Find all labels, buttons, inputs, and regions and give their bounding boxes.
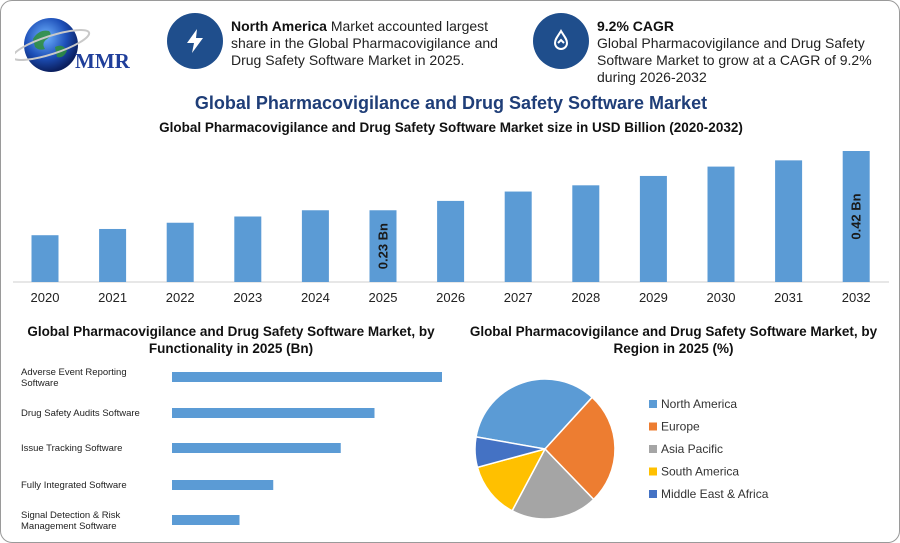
hbar-2	[172, 408, 375, 418]
pie-slice-3	[511, 447, 595, 520]
hbar-category-label: Signal Detection & Risk	[21, 510, 121, 521]
legend-label: Europe	[661, 420, 700, 434]
hbar-category-label: Management Software	[21, 521, 117, 532]
x-tick-label: 2023	[233, 290, 262, 305]
legend-label: Middle East & Africa	[661, 487, 769, 501]
globe-icon	[24, 18, 78, 72]
pie-slice-5	[474, 435, 546, 469]
pie-slice-2	[543, 396, 616, 501]
bar-2026	[437, 200, 465, 282]
bar-chart-title: Global Pharmacovigilance and Drug Safety…	[159, 120, 743, 135]
market-size-bar-chart: 2020 2021 2022 2023 2024 2025 2026 2027 2028 2029…	[13, 151, 889, 305]
main-title: Global Pharmacovigilance and Drug Safety…	[194, 93, 708, 113]
info-cagr: 9.2% CAGR Global Pharmacovigilance and D…	[597, 18, 887, 86]
bar-2024	[301, 210, 329, 282]
logo-text: MMR	[75, 49, 131, 73]
region-chart-title: Global Pharmacovigilance and Drug Safety…	[469, 324, 878, 356]
bar-2027	[504, 191, 532, 282]
legend-swatch	[649, 422, 657, 431]
x-tick-label: 2024	[301, 290, 330, 305]
hbar-1	[172, 372, 442, 382]
bar-2023	[234, 216, 262, 282]
bar-2022	[166, 222, 194, 282]
x-tick-label: 2028	[571, 290, 600, 305]
x-tick-label: 2025	[369, 290, 398, 305]
x-tick-label: 2026	[436, 290, 465, 305]
bar-2031	[775, 160, 803, 282]
bar-data-label: 0.42 Bn	[849, 193, 864, 239]
x-tick-label: 2031	[774, 290, 803, 305]
hbar-category-label: Issue Tracking Software	[21, 443, 122, 454]
lightning-icon	[167, 13, 223, 69]
hbar-4	[172, 480, 274, 490]
x-tick-label: 2027	[504, 290, 533, 305]
x-tick-label: 2021	[98, 290, 127, 305]
bar-2028	[572, 185, 600, 282]
pie-slice-1	[475, 378, 594, 450]
x-tick-label: 2032	[842, 290, 871, 305]
bar-2021	[99, 228, 127, 282]
pie-slice-4	[476, 447, 547, 512]
hbar-category-label: Software	[21, 378, 59, 389]
info-north-america: North America Market accounted largest s…	[231, 18, 506, 69]
bar-2032	[842, 151, 870, 282]
legend-label: Asia Pacific	[661, 442, 723, 456]
info-text-cagr: Global Pharmacovigilance and Drug Safety…	[597, 35, 872, 85]
x-tick-label: 2020	[31, 290, 60, 305]
legend-label: North America	[661, 397, 737, 411]
info-text-region: Market accounted largest share in the Gl…	[231, 18, 498, 68]
growth-icon	[533, 13, 589, 69]
hbar-category-label: Fully Integrated Software	[21, 480, 127, 491]
legend-swatch	[649, 467, 657, 476]
hbar-5	[172, 515, 240, 525]
functionality-chart-title: Global Pharmacovigilance and Drug Safety…	[27, 324, 435, 356]
legend-label: South America	[661, 465, 739, 479]
bar-2030	[707, 166, 735, 282]
info-highlight-cagr: 9.2% CAGR	[597, 18, 675, 34]
x-tick-label: 2029	[639, 290, 668, 305]
hbar-category-label: Adverse Event Reporting	[21, 367, 127, 378]
x-tick-label: 2030	[707, 290, 736, 305]
legend-swatch	[649, 445, 657, 453]
bar-data-label: 0.23 Bn	[376, 223, 391, 269]
legend-swatch	[649, 490, 657, 498]
region-pie-chart: North America Europe Asia Pacific South Ame…	[474, 378, 769, 520]
bar-2029	[639, 175, 667, 282]
hbar-category-label: Drug Safety Audits Software	[21, 408, 140, 419]
hbar-3	[172, 443, 341, 453]
bar-2020	[31, 235, 59, 282]
mmr-logo: MMR	[15, 18, 131, 73]
x-tick-label: 2022	[166, 290, 195, 305]
legend-swatch	[649, 400, 657, 408]
info-highlight-region: North America	[231, 18, 327, 34]
bar-2025	[369, 210, 397, 282]
